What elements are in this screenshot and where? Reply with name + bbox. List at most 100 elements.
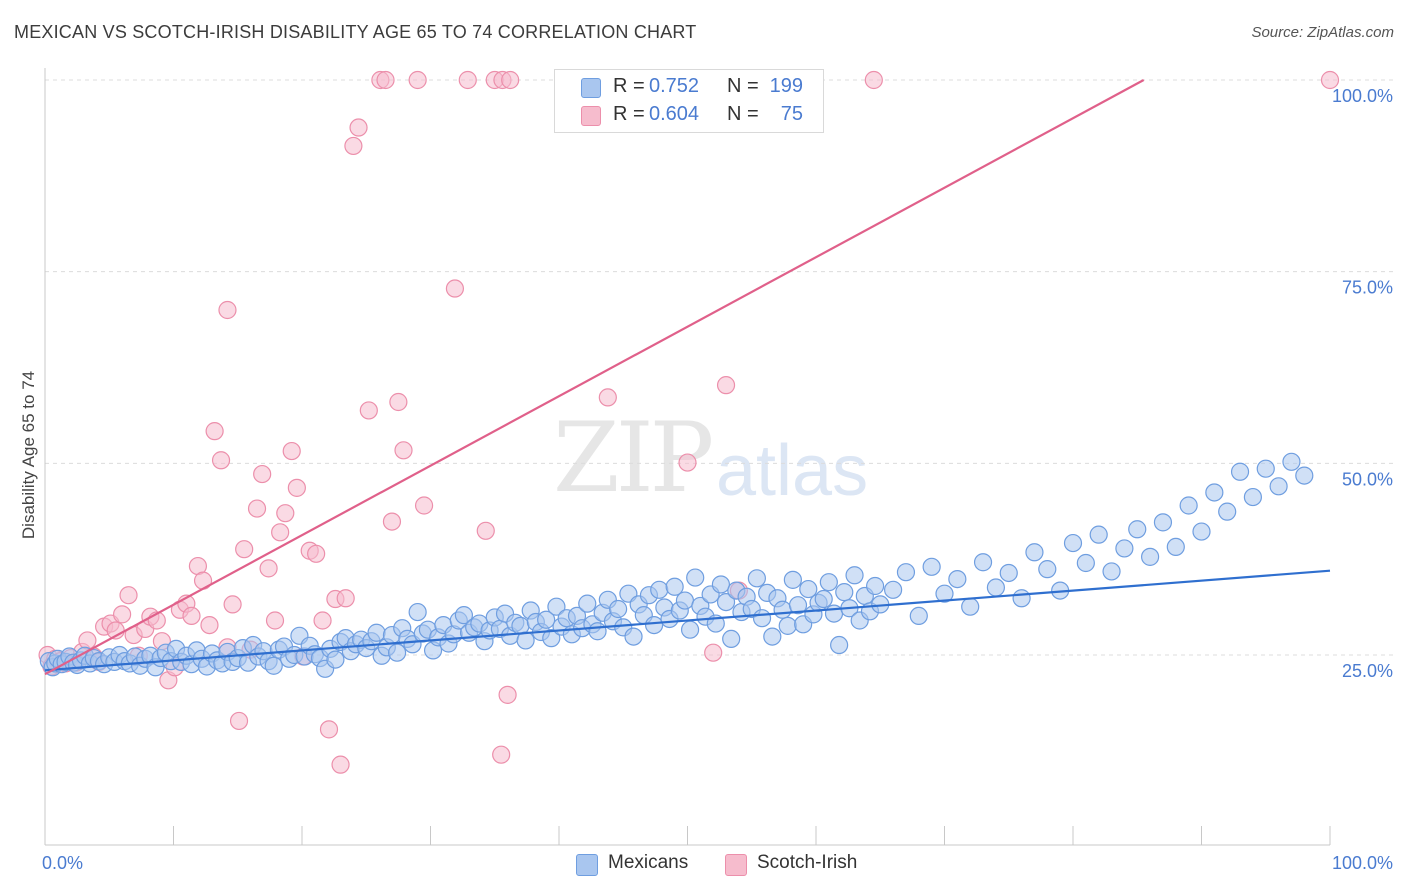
data-point [119, 586, 138, 605]
data-point [845, 566, 864, 585]
data-point [1282, 452, 1301, 471]
legend-label-mexicans: Mexicans [608, 852, 689, 873]
data-point [1320, 70, 1340, 90]
data-point [1166, 537, 1185, 557]
data-point [1192, 522, 1211, 541]
data-point [704, 643, 723, 662]
legend-n-value: 199 [769, 75, 803, 97]
x-tick-label-min: 0.0% [42, 853, 83, 873]
legend-label-scotch-irish: Scotch-Irish [757, 852, 858, 873]
data-point [935, 584, 954, 603]
data-point [799, 579, 818, 599]
trend-line-scotch-irish [44, 79, 1145, 676]
legend-swatch-mexicans [576, 854, 598, 876]
correlation-legend: R = 0.752 N = 199 R = 0.604 N = 75 [554, 69, 824, 133]
data-point [112, 605, 132, 624]
data-point [408, 70, 427, 90]
data-point [1128, 520, 1147, 539]
data-point [253, 464, 272, 484]
data-point [1025, 543, 1044, 562]
legend-swatch-pink [581, 106, 601, 126]
x-tick-label-max: 100.0% [1332, 853, 1393, 873]
data-point [678, 453, 697, 472]
data-point [200, 615, 219, 635]
data-point [307, 544, 326, 563]
data-point [722, 629, 741, 649]
legend-n-value: 75 [780, 103, 803, 125]
data-point [752, 609, 772, 628]
data-point [788, 596, 808, 615]
grid-lines [45, 79, 1395, 656]
data-point [1230, 462, 1250, 481]
data-point [883, 580, 903, 599]
data-point [547, 597, 566, 616]
data-point [516, 631, 535, 650]
data-point [665, 577, 684, 596]
chart-title: MEXICAN VS SCOTCH-IRISH DISABILITY AGE 6… [14, 22, 697, 42]
data-point [1063, 533, 1083, 553]
data-point [394, 441, 413, 460]
data-point [973, 553, 993, 572]
data-point [476, 521, 495, 540]
data-point [1205, 483, 1224, 502]
legend-row-mexicans: R = 0.752 N = 199 [555, 73, 823, 101]
data-point [235, 540, 254, 559]
data-point [783, 570, 802, 589]
data-point [387, 643, 407, 662]
data-point [276, 504, 295, 523]
legend-swatch-scotch-irish [725, 854, 747, 876]
data-point [1140, 547, 1160, 566]
data-point [182, 606, 201, 626]
data-point [716, 592, 736, 612]
data-point [78, 631, 97, 650]
data-point [265, 611, 285, 630]
data-point [1256, 459, 1275, 478]
data-point [349, 118, 368, 137]
data-point [287, 478, 306, 497]
data-point [408, 602, 427, 622]
data-point [644, 615, 664, 635]
data-point [247, 499, 267, 518]
series-scotch-irish-points [38, 70, 1340, 774]
data-point [1218, 502, 1237, 521]
data-point [271, 523, 290, 542]
data-point [498, 685, 517, 704]
data-point [747, 569, 766, 588]
data-point [624, 627, 643, 646]
data-point [492, 745, 511, 764]
data-point [835, 583, 854, 602]
data-point [211, 451, 231, 470]
data-point [1269, 477, 1288, 496]
trend-lines [44, 79, 1331, 676]
data-point [778, 616, 797, 635]
data-point [1295, 466, 1314, 485]
data-point [445, 279, 465, 298]
data-point [1038, 560, 1057, 579]
y-tick-label: 75.0% [1342, 278, 1393, 298]
data-point [501, 70, 520, 90]
data-point [1012, 589, 1031, 608]
data-point [609, 599, 628, 619]
data-point [376, 70, 395, 90]
data-point [205, 422, 224, 441]
data-point [961, 597, 980, 616]
legend-n-label: N = [727, 75, 759, 97]
data-point [389, 392, 408, 412]
legend-r-value: 0.604 [649, 103, 700, 125]
data-point [264, 656, 283, 675]
data-point [999, 563, 1018, 583]
data-point [367, 623, 386, 642]
series-mexicans-points [39, 452, 1314, 678]
data-point [313, 611, 332, 630]
legend-r-label: R = [613, 103, 645, 125]
data-point [259, 559, 278, 578]
data-point [866, 576, 885, 596]
data-point [819, 573, 838, 592]
data-point [331, 755, 350, 774]
data-point [542, 629, 561, 648]
x-tick-labels: 0.0% 100.0% [42, 853, 1393, 873]
data-point [326, 650, 345, 669]
series-legend: Mexicans Scotch-Irish [0, 852, 1406, 876]
data-point [922, 557, 941, 576]
